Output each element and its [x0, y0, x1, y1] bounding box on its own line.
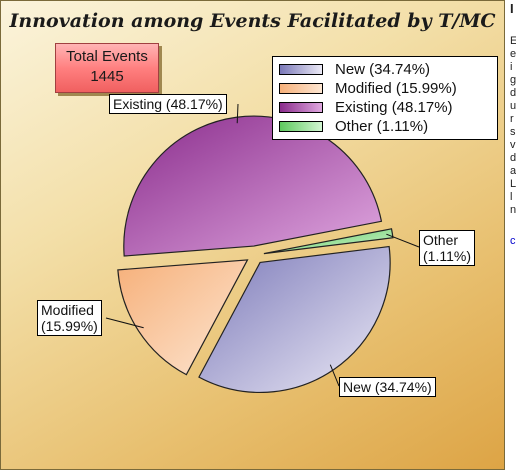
callout-modified: Modified (15.99%) — [37, 300, 102, 336]
legend-swatch-existing — [279, 102, 323, 113]
side-panel-line: n — [510, 204, 516, 216]
total-events-box: Total Events 1445 — [55, 43, 159, 93]
side-panel-line: d — [510, 87, 516, 99]
side-panel-line: a — [510, 165, 516, 177]
leader-line-other — [386, 233, 420, 248]
pie-slice-existing — [123, 115, 383, 257]
legend-item-new: New (34.74%) — [279, 60, 497, 79]
leader-line-modified — [105, 317, 144, 329]
side-panel-line: d — [510, 152, 516, 164]
pie-slice-other — [263, 228, 394, 255]
leader-line-new — [329, 364, 340, 387]
leader-line-existing — [236, 103, 239, 124]
side-panel-link[interactable]: c — [510, 235, 516, 247]
callout-other: Other (1.11%) — [419, 230, 475, 266]
callout-new: New (34.74%) — [339, 377, 436, 397]
side-panel-line: e — [510, 48, 516, 60]
side-panel-line: E — [510, 35, 516, 47]
chart-title: Innovation among Events Facilitated by T… — [9, 10, 496, 32]
legend-item-other: Other (1.11%) — [279, 117, 497, 136]
side-panel-line: u — [510, 100, 516, 112]
legend-swatch-other — [279, 121, 323, 132]
total-events-value: 1445 — [90, 68, 124, 85]
legend-item-existing: Existing (48.17%) — [279, 98, 497, 117]
legend-item-modified: Modified (15.99%) — [279, 79, 497, 98]
legend-swatch-new — [279, 64, 323, 75]
pie-slice-modified — [117, 259, 249, 376]
legend-label-new: New (34.74%) — [335, 61, 431, 78]
side-panel-line: v — [510, 139, 516, 151]
legend: New (34.74%) Modified (15.99%) Existing … — [272, 56, 498, 140]
side-panel-line: s — [510, 126, 516, 138]
legend-swatch-modified — [279, 83, 323, 94]
legend-label-modified: Modified (15.99%) — [335, 80, 457, 97]
pie-chart — [105, 103, 420, 393]
legend-label-other: Other (1.11%) — [335, 118, 429, 135]
pie-slice-new — [198, 245, 391, 393]
side-panel-line: r — [510, 113, 514, 125]
side-panel-line: g — [510, 74, 516, 86]
total-events-label: Total Events — [66, 48, 148, 65]
side-panel-line: l — [510, 191, 513, 203]
side-panel-line: L — [510, 178, 516, 190]
side-panel-line: i — [510, 61, 513, 73]
legend-label-existing: Existing (48.17%) — [335, 99, 453, 116]
side-panel-header: I — [510, 1, 514, 16]
callout-existing: Existing (48.17%) — [109, 94, 227, 114]
